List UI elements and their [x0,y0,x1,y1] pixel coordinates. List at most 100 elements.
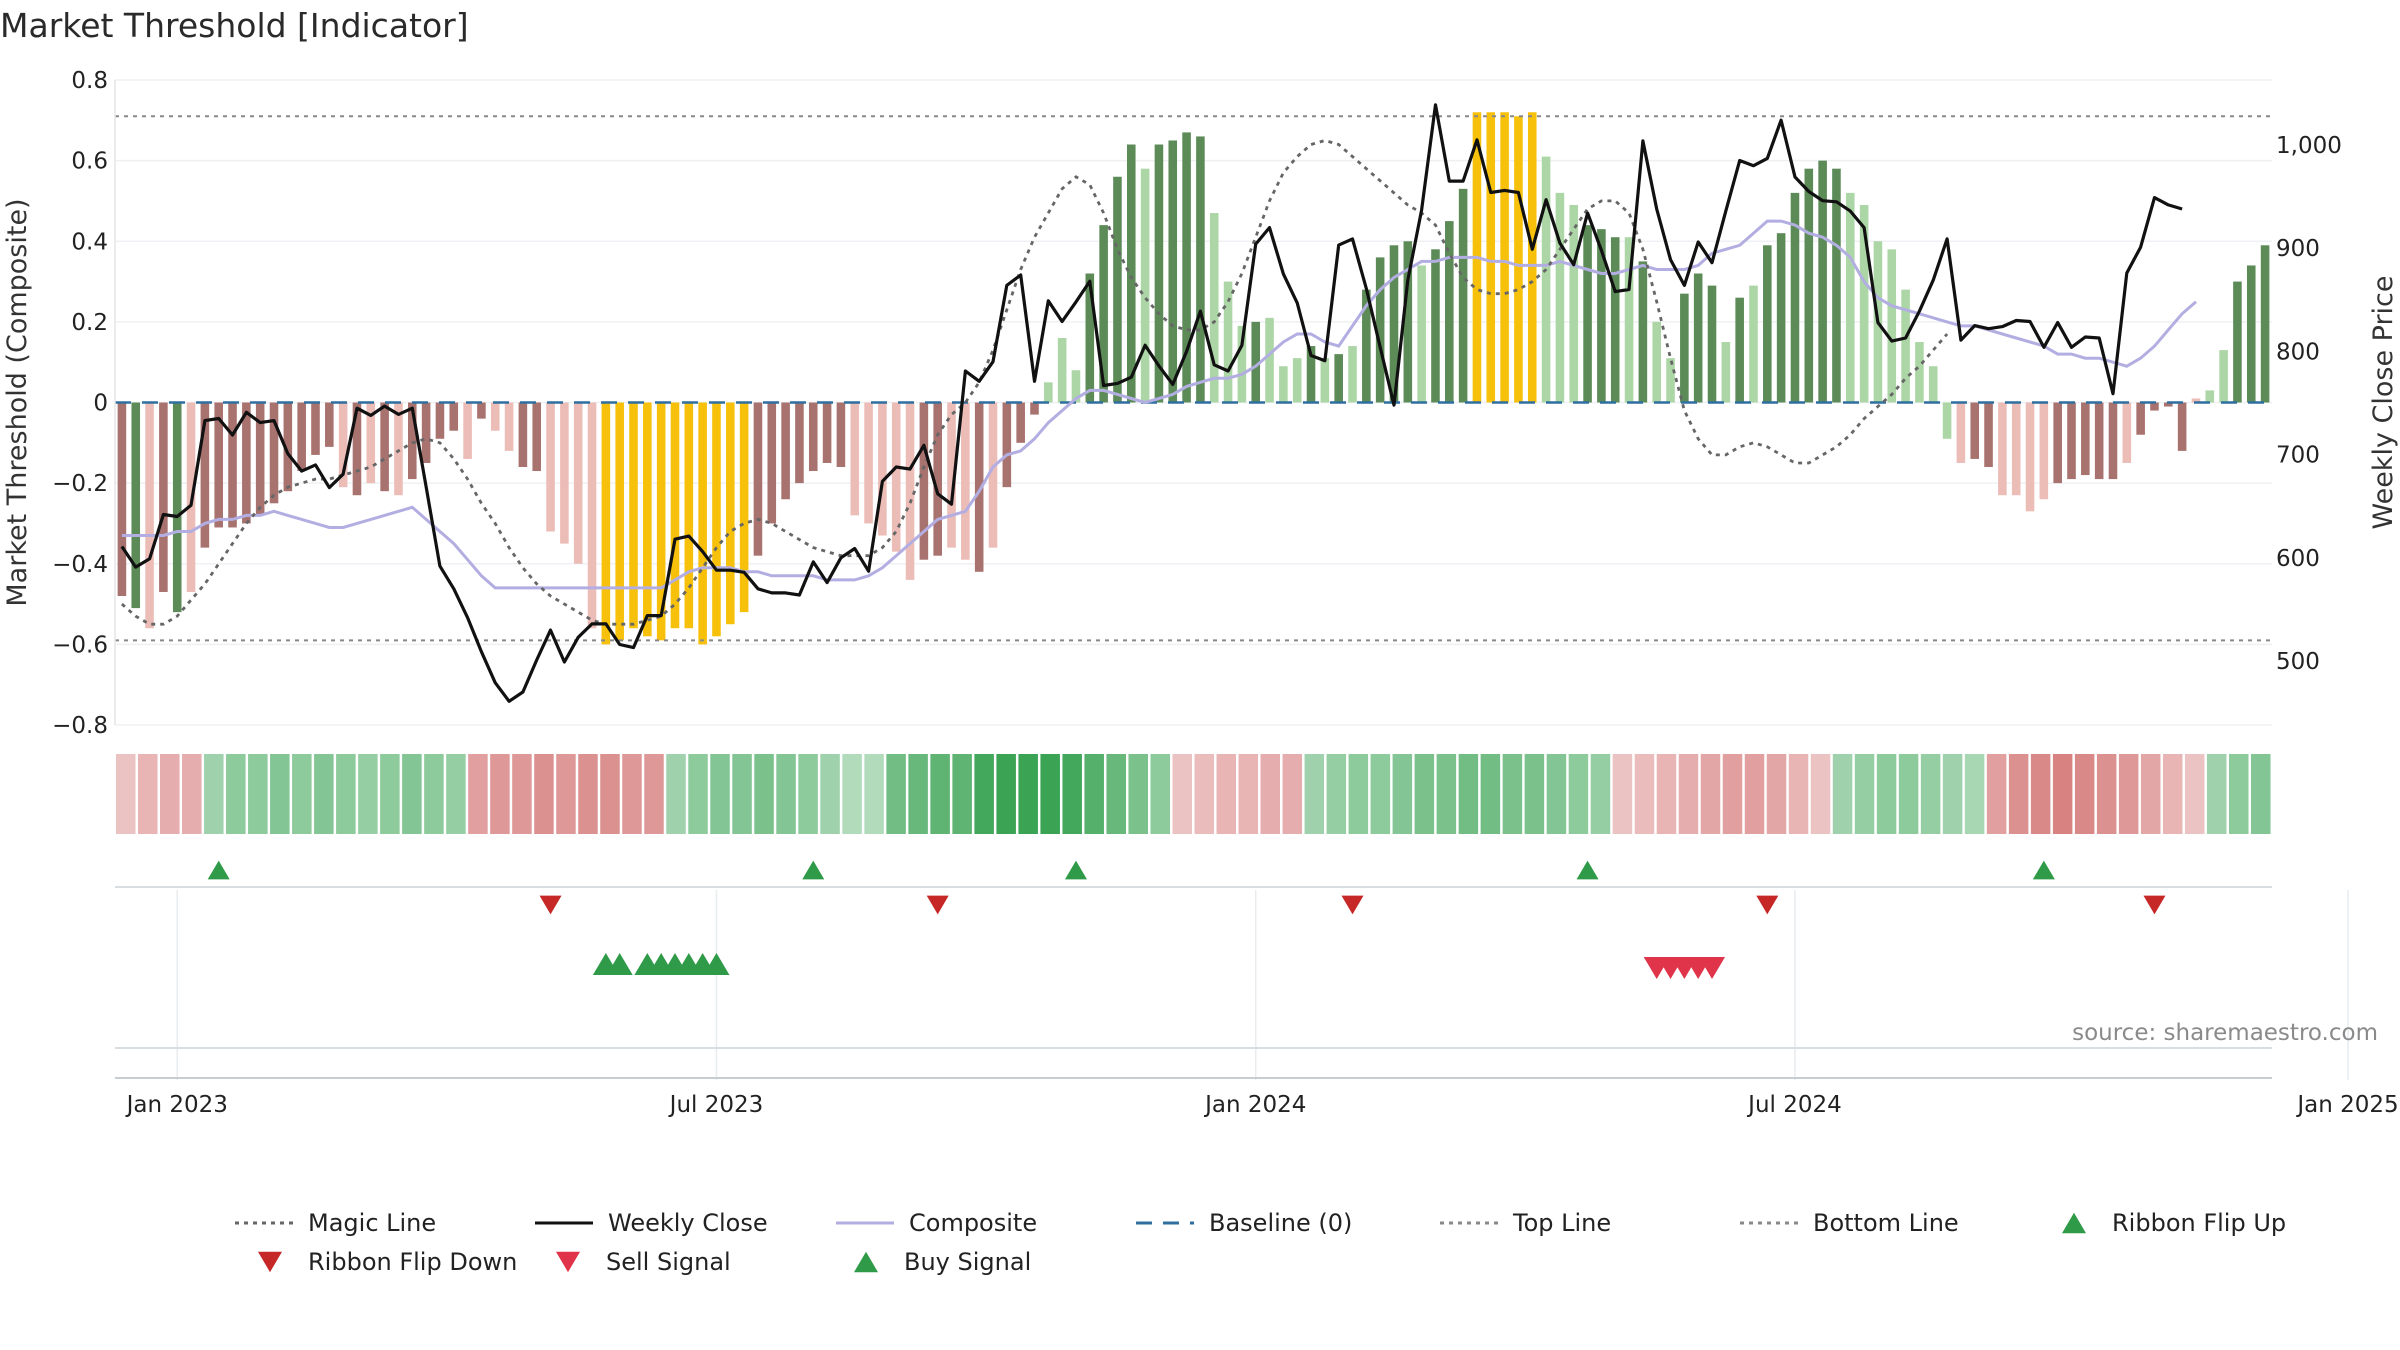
ribbon-flip-down-marker [2143,895,2166,915]
composite-bar [366,402,376,484]
legend-item: Composite [836,1209,1037,1237]
legend-label: Ribbon Flip Up [2112,1209,2286,1237]
composite-bar [214,402,223,528]
ribbon-cell [160,754,180,834]
composite-bar [1417,265,1426,403]
composite-bar [1652,321,1661,403]
composite-bar [1154,144,1164,403]
ribbon-cell [1832,754,1853,834]
series-lines [115,103,2272,703]
ribbon-cell [1414,754,1435,834]
ribbon-cell [1942,754,1963,834]
composite-bar [159,402,168,592]
ribbon-cell [1260,754,1281,834]
composite-bar [1610,237,1620,403]
ribbon-cell [512,754,532,834]
ribbon-cell [1326,754,1347,834]
x-tick-label: Jan 2025 [2295,1092,2398,1118]
composite-bar [394,402,403,496]
ribbon-cell [2206,754,2227,834]
ribbon-cell [1920,754,1941,834]
ribbon-cell [1964,754,1985,834]
y-tick-label: −0.6 [52,632,108,658]
composite-bar [2233,281,2242,403]
composite-bar [1763,245,1772,403]
ribbon-cell [1612,754,1633,834]
ribbon-cell [358,754,378,834]
composite-bar [2136,402,2145,435]
y-axis-label: Market Threshold (Composite) [2,198,33,606]
composite-bar [421,402,431,463]
composite-bar [2039,402,2049,500]
composite-bar [781,402,790,500]
ribbon-cell [1128,754,1148,834]
composite-bar [2094,402,2104,480]
composite-bar [1583,225,1592,403]
chart-title: Market Threshold [Indicator] [0,6,469,45]
composite-bar [2122,402,2132,463]
composite-bar [1085,273,1095,403]
composite-bar [1749,285,1758,403]
composite-bar [1431,249,1440,403]
ribbon-cell [2030,754,2051,834]
composite-bar [1527,112,1537,403]
composite-bar [670,402,680,629]
composite-bar [1555,192,1565,403]
legend-swatch [2062,1212,2086,1234]
composite-bar [2205,390,2215,403]
ribbon-cell [2140,754,2161,834]
ribbon-cell [2184,754,2205,834]
composite-bar [1265,317,1274,403]
composite-bar [988,402,998,548]
composite-bar [1071,370,1081,403]
ribbon-cell [1898,754,1919,834]
ribbon-cell [1766,754,1787,834]
ribbon-cell [2008,754,2029,834]
composite-bar [228,402,237,528]
composite-bar [573,402,583,564]
composite-bar [435,402,445,439]
legend-label: Top Line [1512,1209,1611,1237]
composite-bar [753,402,763,556]
composite-bar [878,402,887,536]
composite-bar [269,402,279,504]
axes: 0.8 0.6 0.4 0.2 0 −0.2 −0.4 −0.6 −0.8 1,000 900 800… [2,68,2399,739]
ribbon-cell [1304,754,1325,834]
y-tick-label: −0.2 [52,471,108,497]
legend-label: Baseline (0) [1209,1209,1352,1237]
composite-bar [1569,204,1579,403]
signal-panel: Jan 2023 Jul 2023 Jan 2024 Jul 2024 Jan 2025… [115,860,2399,1118]
composite-bar [1790,192,1800,403]
ribbon-cell [754,754,774,834]
composite-bar [1776,233,1786,403]
ribbon-cell [578,754,598,834]
composite-bar [891,402,901,552]
composite-bar [974,402,984,572]
composite-bar [643,402,652,637]
composite-bar [905,402,915,580]
composite-bar [477,402,486,419]
ribbon-cell [380,754,400,834]
ribbon-flip-up-marker [802,860,825,880]
ribbon-flip-up-marker [2032,860,2055,880]
ribbon-cell [1150,754,1170,834]
composite-bar [1486,112,1496,403]
ribbon-cell [2250,754,2271,834]
composite-bar [546,402,555,532]
ribbon-cell [534,754,554,834]
ribbon-cell [2096,754,2117,834]
ribbon-cell [314,754,334,834]
ribbon-cell [1700,754,1721,834]
composite-bar [117,402,127,596]
ribbon-cell [1040,754,1060,834]
ribbon-cell [1436,754,1457,834]
composite-bar [1016,402,1025,443]
ribbon-cell [666,754,686,834]
ribbon-cell [952,754,972,834]
ribbon-flip-up-marker [1576,860,1599,880]
composite-bar [1624,237,1634,403]
composite-bar [1279,366,1288,403]
ribbon-cell [2052,754,2073,834]
x-tick-label: Jul 2024 [1746,1092,1842,1118]
composite-bar [726,402,735,625]
